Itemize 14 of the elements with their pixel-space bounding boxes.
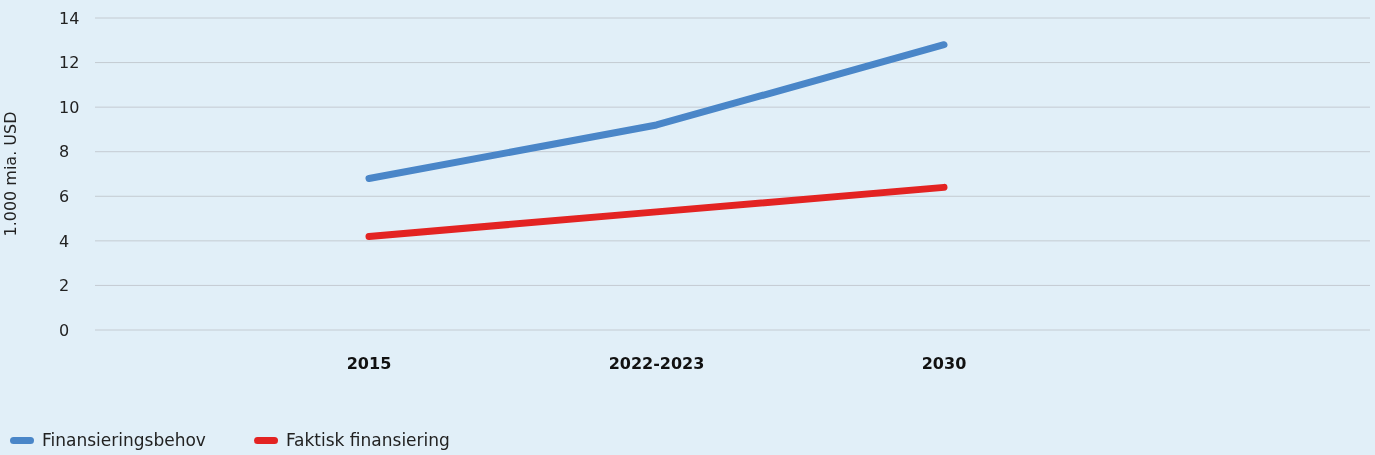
y-tick-label: 14 xyxy=(59,8,80,28)
y-tick-label: 10 xyxy=(59,97,80,117)
x-tick-label: 2030 xyxy=(921,354,967,374)
legend-label: Finansieringsbehov xyxy=(42,430,206,450)
y-tick-label: 12 xyxy=(59,53,80,73)
y-tick-label: 0 xyxy=(59,320,70,340)
y-axis-title: 1.000 mia. USD xyxy=(0,111,20,237)
y-tick-label: 6 xyxy=(59,186,70,206)
x-tick-label: 2022-2023 xyxy=(608,354,705,374)
y-tick-label: 2 xyxy=(59,276,70,296)
x-tick-label: 2015 xyxy=(346,354,392,374)
y-tick-label: 8 xyxy=(59,142,70,162)
y-tick-label: 4 xyxy=(59,231,70,251)
legend-label: Faktisk finansiering xyxy=(285,430,450,450)
